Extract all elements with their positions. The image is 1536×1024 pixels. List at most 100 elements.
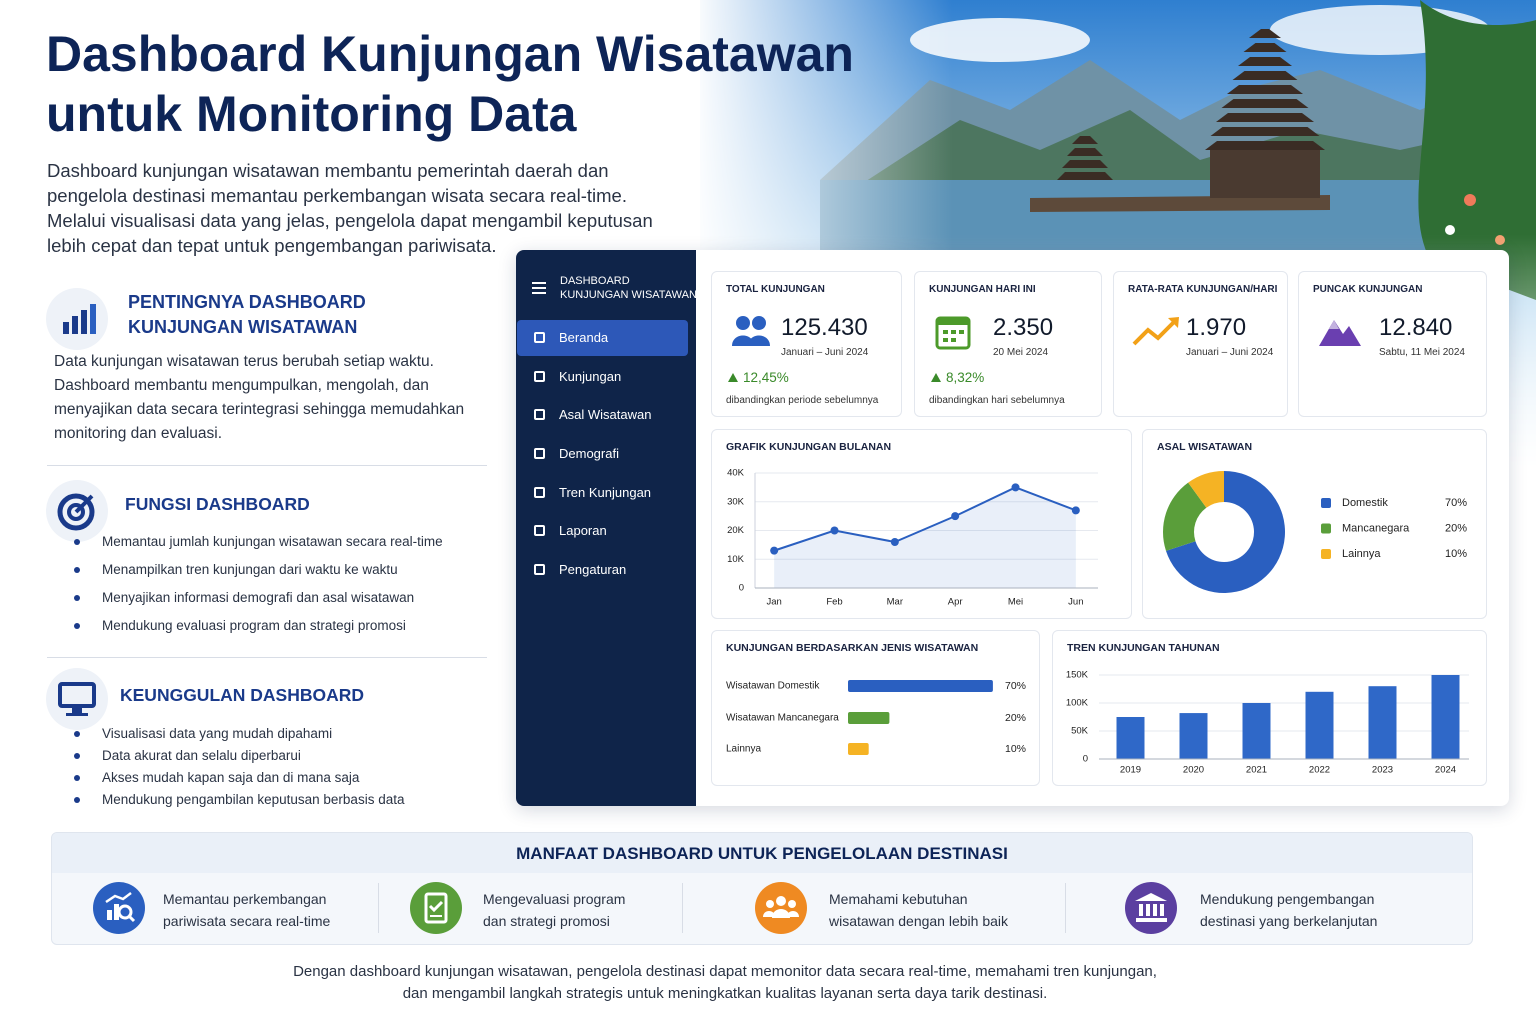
kpi-note: dibandingkan periode sebelumnya: [726, 395, 879, 406]
menu-item[interactable]: Tren Kunjungan: [516, 474, 696, 513]
menu-item[interactable]: Laporan: [516, 512, 696, 551]
sidebar-title-line: KUNJUNGAN WISATAWAN: [560, 289, 697, 301]
icon: [1319, 320, 1361, 346]
page-title: Dashboard Kunjungan Wisatawan untuk Moni…: [46, 24, 854, 144]
bullet-item: Memantau jumlah kunjungan wisatawan seca…: [74, 528, 443, 556]
flower: [1464, 194, 1476, 206]
pagoda-tier: [1243, 43, 1287, 52]
benefits: MANFAAT DASHBOARD UNTUK PENGELOLAAN DEST…: [51, 832, 1473, 945]
pagoda-tier: [1210, 127, 1320, 136]
bullet-item: Akses mudah kapan saja dan di mana saja: [74, 767, 404, 789]
bullet-item: Menyajikan informasi demografi dan asal …: [74, 584, 443, 612]
icon: [424, 892, 448, 924]
benefit-line: Mengevaluasi program: [483, 891, 626, 907]
section-text-line: menyajikan data secara terintegrasi sehi…: [54, 401, 465, 418]
benefit-text: Mendukung pengembangan destinasi yang ber…: [1200, 888, 1377, 932]
footer-line: Dengan dashboard kunjungan wisatawan, pe…: [293, 963, 1157, 980]
bullet-item: Mendukung pengambilan keputusan berbasis…: [74, 789, 404, 811]
section-title: FUNGSI DASHBOARD: [125, 494, 310, 514]
cloud: [910, 18, 1090, 62]
pagoda-tier: [1227, 85, 1303, 94]
benefit-line: pariwisata secara real-time: [163, 913, 331, 929]
benefit-line: destinasi yang berkelanjutan: [1200, 913, 1378, 929]
bullet-text: Mendukung pengambilan keputusan berbasis…: [102, 792, 405, 807]
bullet-text: Mendukung evaluasi program dan strategi …: [102, 618, 406, 633]
menu-label: Asal Wisatawan: [559, 407, 652, 423]
menu-item[interactable]: Demografi: [516, 435, 696, 474]
menu-label: Beranda: [559, 330, 609, 345]
bullet-item: Data akurat dan selalu diperbarui: [74, 745, 404, 767]
bullet-dot: [74, 797, 80, 803]
intro: Dashboard kunjungan wisatawan membantu p…: [47, 158, 653, 258]
kpi-label: KUNJUNGAN HARI INI: [929, 284, 1036, 295]
sidebar-menu: Beranda Kunjungan Asal Wisatawan Demografi T…: [516, 319, 696, 590]
kpi-value: 125.430: [781, 314, 868, 341]
section-icon: [46, 668, 108, 730]
benefit-text: Memantau perkembangan pariwisata secara r…: [163, 888, 330, 932]
bullet-text: Data akurat dan selalu diperbarui: [102, 748, 301, 763]
trees: [1418, 0, 1536, 300]
divider: [47, 657, 487, 658]
kpi-card: TOTAL KUNJUNGAN 125.430 Januari – Juni 202…: [711, 271, 902, 417]
icon: [732, 316, 770, 346]
bullet-text: Akses mudah kapan saja dan di mana saja: [102, 770, 360, 785]
benefit-line: Memantau perkembangan: [163, 891, 327, 907]
benefit-icon: [755, 882, 807, 934]
chart-card: [711, 630, 1040, 786]
section-text: Data kunjungan wisatawan terus berubah s…: [54, 350, 464, 446]
bullet-dot: [74, 539, 80, 545]
kpi-value: 12.840: [1379, 314, 1453, 341]
kpi-change: 12,45%: [743, 370, 789, 385]
bullet-text: Menyajikan informasi demografi dan asal …: [102, 590, 415, 605]
flower: [1445, 225, 1455, 235]
intro-line: lebih cepat dan tepat untuk pengembangan…: [47, 235, 497, 256]
menu-icon[interactable]: [532, 281, 548, 295]
sidebar-title: DASHBOARD KUNJUNGAN WISATAWAN: [560, 274, 697, 302]
pagoda-base: [1210, 150, 1320, 198]
bullet-dot: [74, 753, 80, 759]
kpi-note: dibandingkan hari sebelumnya: [929, 395, 1065, 406]
title-line: untuk Monitoring Data: [46, 86, 577, 142]
kpi-value: 1.970: [1186, 314, 1247, 341]
menu-item[interactable]: Kunjungan: [516, 358, 696, 397]
icon: [63, 304, 96, 334]
bullet-item: Menampilkan tren kunjungan dari waktu ke…: [74, 556, 443, 584]
bullet-text: Menampilkan tren kunjungan dari waktu ke…: [102, 562, 398, 577]
menu-label: Pengaturan: [559, 562, 627, 578]
menu-item[interactable]: Pengaturan: [516, 551, 696, 590]
menu-label: Laporan: [559, 523, 607, 539]
mountain: [860, 110, 1536, 195]
intro-line: Dashboard kunjungan wisatawan membantu p…: [47, 160, 609, 181]
menu-icon: [534, 486, 545, 498]
section-icon: [46, 480, 108, 542]
benefit-text: Memahami kebutuhan wisatawan dengan lebih…: [829, 888, 1008, 932]
benefit-icon: [93, 882, 145, 934]
section-title: KEUNGGULAN DASHBOARD: [120, 685, 365, 705]
kpi-label: RATA-RATA KUNJUNGAN/HARI: [1128, 284, 1278, 295]
benefit-divider: [1065, 883, 1066, 933]
section-title-line: KUNJUNGAN WISATAWAN: [128, 317, 358, 337]
icon: [58, 682, 96, 716]
bullet-item: Visualisasi data yang mudah dipahami: [74, 723, 404, 745]
kpi-card: PUNCAK KUNJUNGAN 12.840 Sabtu, 11 Mei 2024: [1298, 271, 1487, 417]
pagoda-tier: [1221, 99, 1309, 108]
footer-line: dan mengambil langkah strategis untuk me…: [402, 985, 1048, 1002]
benefits-header: [52, 833, 1472, 873]
menu-label: Tren Kunjungan: [559, 484, 652, 500]
icon: [57, 493, 95, 531]
icon: [763, 896, 799, 918]
kpi-change-arrow: [728, 373, 738, 382]
menu-item[interactable]: Beranda: [516, 319, 696, 358]
menu-label: Kunjungan: [559, 368, 622, 384]
scene-group: [700, 0, 1536, 470]
kpi-icon: [933, 312, 977, 357]
benefit-line: Mendukung pengembangan: [1200, 891, 1375, 907]
flower: [1495, 235, 1505, 245]
bullet-list: Visualisasi data yang mudah dipahami Data…: [74, 723, 404, 811]
menu-item[interactable]: Asal Wisatawan: [516, 396, 696, 435]
menu-label: Demografi: [559, 446, 619, 462]
bullet-dot: [74, 775, 80, 781]
landscape: [700, 0, 1536, 470]
bullet-dot: [74, 595, 80, 601]
icon: [105, 892, 136, 923]
